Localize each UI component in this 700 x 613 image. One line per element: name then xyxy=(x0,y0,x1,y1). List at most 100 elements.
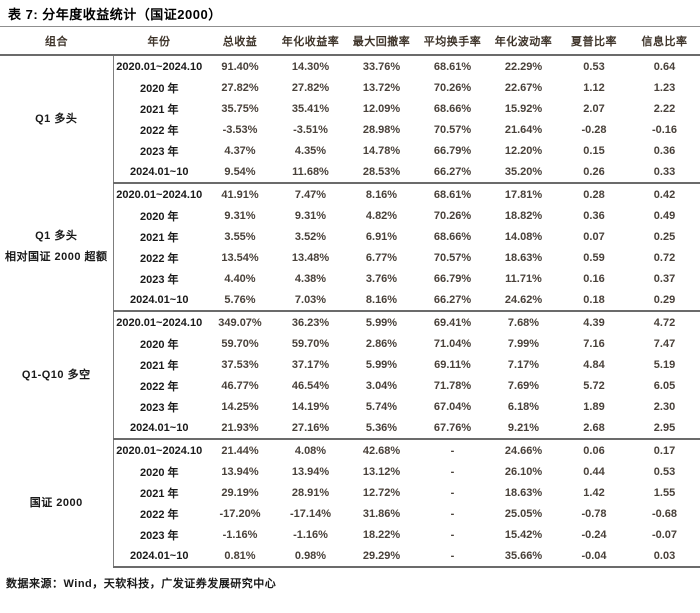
period-cell: 2024.01~10 xyxy=(113,289,205,312)
period-cell: 2022 年 xyxy=(139,508,179,521)
table-row: 2023 年 4.37% 4.35% 14.78% 66.79% 12.20% 0.15 0.… xyxy=(0,140,700,161)
value-cell: 70.26% xyxy=(433,209,472,222)
value-cell: 0.33 xyxy=(629,161,700,184)
annual-returns-table: 组合 年份 总收益 年化收益率 最大回撤率 平均换手率 年化波动率 夏普比率 信… xyxy=(0,26,700,568)
value-cell: -0.68 xyxy=(651,507,678,520)
value-cell: 4.40% xyxy=(224,272,256,285)
value-cell: 24.62% xyxy=(488,289,559,312)
value-cell: 11.68% xyxy=(275,161,346,184)
table-row: 2023 年 14.25% 14.19% 5.74% 67.04% 6.18% 1.89 2.… xyxy=(0,396,700,417)
value-cell: 59.70% xyxy=(221,337,259,350)
value-cell: 6.18% xyxy=(507,400,540,413)
table-row: 2022 年 -3.53% -3.51% 28.98% 70.57% 21.64% -0.2… xyxy=(0,119,700,140)
period-cell: 2023 年 xyxy=(139,273,179,286)
value-cell: 70.57% xyxy=(433,123,472,136)
value-cell: 67.76% xyxy=(417,417,488,440)
value-cell: 35.75% xyxy=(221,102,259,115)
value-cell: 68.61% xyxy=(433,60,472,73)
value-cell: 0.06 xyxy=(583,444,605,457)
period-cell: 2020.01~2024.10 xyxy=(116,60,203,73)
value-cell: 7.16 xyxy=(583,337,605,350)
value-cell: 66.79% xyxy=(433,144,472,157)
value-cell: 0.53 xyxy=(653,465,676,478)
value-cell: - xyxy=(417,545,488,568)
value-cell: 0.15 xyxy=(583,144,605,157)
value-cell: 5.72 xyxy=(583,379,605,392)
period-cell: 2022 年 xyxy=(139,252,179,265)
value-cell: 66.27% xyxy=(417,289,488,312)
value-cell: -1.16% xyxy=(293,528,328,541)
col-header-information-ratio: 信息比率 xyxy=(641,36,688,48)
table-row: 国证 2000 2020.01~2024.10 21.44% 4.08% 42.68% -… xyxy=(0,439,700,567)
value-cell: 5.76% xyxy=(205,289,275,312)
value-cell: -0.04 xyxy=(559,545,629,568)
value-cell: 2.30 xyxy=(653,400,676,413)
value-cell: 6.77% xyxy=(365,251,398,264)
value-cell: 3.76% xyxy=(365,272,398,285)
value-cell: 46.77% xyxy=(221,379,259,392)
col-header-total-return: 总收益 xyxy=(222,36,258,48)
value-cell: 18.63% xyxy=(504,486,543,499)
col-header-max-drawdown: 最大回撤率 xyxy=(352,36,411,48)
value-cell: 0.29 xyxy=(629,289,700,312)
value-cell: 0.03 xyxy=(629,545,700,568)
value-cell: 5.36% xyxy=(346,417,417,440)
value-cell: 28.53% xyxy=(346,161,417,184)
value-cell: 46.54% xyxy=(291,379,330,392)
value-cell: 21.64% xyxy=(504,123,543,136)
table-row: 2024.01~10 0.81% 0.98% 29.29% -35.66% -0.04 0.… xyxy=(0,545,700,568)
value-cell: 59.70% xyxy=(291,337,330,350)
value-cell: 14.25% xyxy=(221,400,259,413)
value-cell: 5.19 xyxy=(653,358,676,371)
period-cell: 2021 年 xyxy=(139,231,179,244)
value-cell: 33.76% xyxy=(362,60,401,73)
table-row: 2024.01~10 21.93% 27.16% 5.36% 67.76% 9.21% 2.… xyxy=(0,417,700,440)
value-cell: 8.16% xyxy=(346,289,417,312)
value-cell: -3.51% xyxy=(293,123,328,136)
value-cell: 6.05 xyxy=(653,379,676,392)
value-cell: 35.66% xyxy=(488,545,559,568)
value-cell: 0.81% xyxy=(205,545,275,568)
value-cell: 9.21% xyxy=(488,417,559,440)
value-cell: 1.12 xyxy=(583,81,605,94)
value-cell: 68.61% xyxy=(433,188,472,201)
value-cell: 27.82% xyxy=(221,81,259,94)
table-row: 2020 年 13.94% 13.94% 13.12% - 26.10% 0.44 0.53 xyxy=(0,461,700,482)
table-row: 2024.01~10 5.76% 7.03% 8.16% 66.27% 24.62% 0.1… xyxy=(0,289,700,312)
value-cell: 349.07% xyxy=(218,316,262,329)
value-cell: 4.37% xyxy=(224,144,256,157)
period-cell: 2021 年 xyxy=(139,103,179,116)
value-cell: -0.07 xyxy=(651,528,678,541)
value-cell: 37.17% xyxy=(291,358,330,371)
value-cell: 28.98% xyxy=(362,123,401,136)
value-cell: 0.64 xyxy=(653,60,676,73)
value-cell: 0.37 xyxy=(653,272,676,285)
table-row: Q1 多头 2020.01~2024.10 91.40% 14.30% 33.76% 68… xyxy=(0,55,700,183)
period-cell: 2020.01~2024.10 xyxy=(116,188,203,201)
value-cell: 21.93% xyxy=(205,417,275,440)
value-cell: 42.68% xyxy=(362,444,401,457)
value-cell: 13.12% xyxy=(362,465,401,478)
value-cell: 9.54% xyxy=(205,161,275,184)
period-cell: 2023 年 xyxy=(139,145,179,158)
col-header-sharpe-ratio: 夏普比率 xyxy=(571,36,617,48)
value-cell: 91.40% xyxy=(221,60,259,73)
value-cell: 14.08% xyxy=(504,230,543,243)
value-cell: 12.20% xyxy=(504,144,543,157)
value-cell: 6.91% xyxy=(365,230,398,243)
value-cell: 7.68% xyxy=(507,316,540,329)
table-row: 2021 年 3.55% 3.52% 6.91% 68.66% 14.08% 0.07 0.2… xyxy=(0,226,700,247)
value-cell: 7.69% xyxy=(507,379,540,392)
value-cell: 8.16% xyxy=(365,188,398,201)
value-cell: 2.86% xyxy=(365,337,398,350)
value-cell: 2.68 xyxy=(559,417,629,440)
value-cell: 29.19% xyxy=(221,486,259,499)
value-cell: 29.29% xyxy=(346,545,417,568)
table-row: 2021 年 35.75% 35.41% 12.09% 68.66% 15.92% 2.07… xyxy=(0,98,700,119)
value-cell: -1.16% xyxy=(222,528,258,541)
value-cell: 4.38% xyxy=(294,272,327,285)
value-cell: 3.55% xyxy=(224,230,256,243)
value-cell: 35.41% xyxy=(291,102,330,115)
value-cell: 0.36 xyxy=(653,144,676,157)
